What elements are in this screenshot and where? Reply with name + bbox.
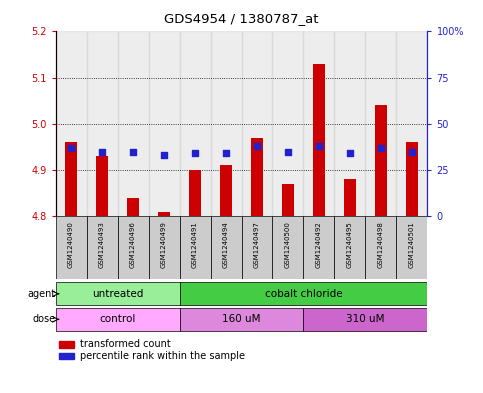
Bar [56, 308, 180, 331]
Text: GSM1240499: GSM1240499 [161, 221, 167, 268]
Bar [220, 165, 232, 216]
Point [222, 150, 230, 156]
Bar [211, 31, 242, 216]
Text: 310 uM: 310 uM [346, 314, 385, 324]
Bar [334, 216, 366, 279]
Bar [59, 341, 74, 347]
Text: dose: dose [32, 314, 56, 324]
Bar [313, 64, 325, 216]
Bar [65, 142, 77, 216]
Bar [56, 31, 86, 216]
Text: GSM1240498: GSM1240498 [378, 221, 384, 268]
Point [191, 150, 199, 156]
Text: GSM1240494: GSM1240494 [223, 221, 229, 268]
Text: GSM1240491: GSM1240491 [192, 221, 198, 268]
Bar [117, 31, 149, 216]
Text: 160 uM: 160 uM [222, 314, 261, 324]
Text: control: control [99, 314, 136, 324]
Point [377, 145, 385, 151]
Text: GSM1240492: GSM1240492 [316, 221, 322, 268]
Bar [375, 105, 387, 216]
Point [346, 150, 354, 156]
Bar [272, 31, 303, 216]
Bar [56, 216, 86, 279]
Point [129, 148, 137, 154]
Point [67, 145, 75, 151]
Bar [303, 31, 334, 216]
Bar [366, 31, 397, 216]
Bar [211, 216, 242, 279]
Bar [149, 31, 180, 216]
Text: GSM1240496: GSM1240496 [130, 221, 136, 268]
Text: agent: agent [28, 289, 56, 299]
Bar [149, 216, 180, 279]
Text: transformed count: transformed count [80, 339, 170, 349]
Bar [96, 156, 108, 216]
Bar [180, 31, 211, 216]
Text: cobalt chloride: cobalt chloride [265, 289, 342, 299]
Text: GSM1240490: GSM1240490 [68, 221, 74, 268]
Bar [272, 216, 303, 279]
Bar [158, 211, 170, 216]
Point [408, 148, 416, 154]
Text: GSM1240495: GSM1240495 [347, 221, 353, 268]
Point [98, 148, 106, 154]
Bar [127, 198, 139, 216]
Point [284, 148, 292, 154]
Bar [59, 353, 74, 359]
Text: percentile rank within the sample: percentile rank within the sample [80, 351, 245, 361]
Bar [242, 31, 272, 216]
Bar [86, 31, 117, 216]
Point [253, 143, 261, 149]
Bar [303, 308, 427, 331]
Text: untreated: untreated [92, 289, 143, 299]
Bar [86, 216, 117, 279]
Bar [344, 179, 356, 216]
Bar [117, 216, 149, 279]
Bar [180, 282, 427, 305]
Bar [242, 216, 272, 279]
Bar [180, 308, 303, 331]
Text: GSM1240493: GSM1240493 [99, 221, 105, 268]
Bar [282, 184, 294, 216]
Bar [366, 216, 397, 279]
Bar [334, 31, 366, 216]
Text: GSM1240501: GSM1240501 [409, 221, 415, 268]
Point [315, 143, 323, 149]
Text: GSM1240497: GSM1240497 [254, 221, 260, 268]
Bar [397, 216, 427, 279]
Point [160, 152, 168, 158]
Text: GSM1240500: GSM1240500 [285, 221, 291, 268]
Bar [303, 216, 334, 279]
Bar [397, 31, 427, 216]
Bar [180, 216, 211, 279]
Bar [251, 138, 263, 216]
Text: GDS4954 / 1380787_at: GDS4954 / 1380787_at [164, 12, 319, 25]
Bar [189, 170, 201, 216]
Bar [406, 142, 418, 216]
Bar [56, 282, 180, 305]
